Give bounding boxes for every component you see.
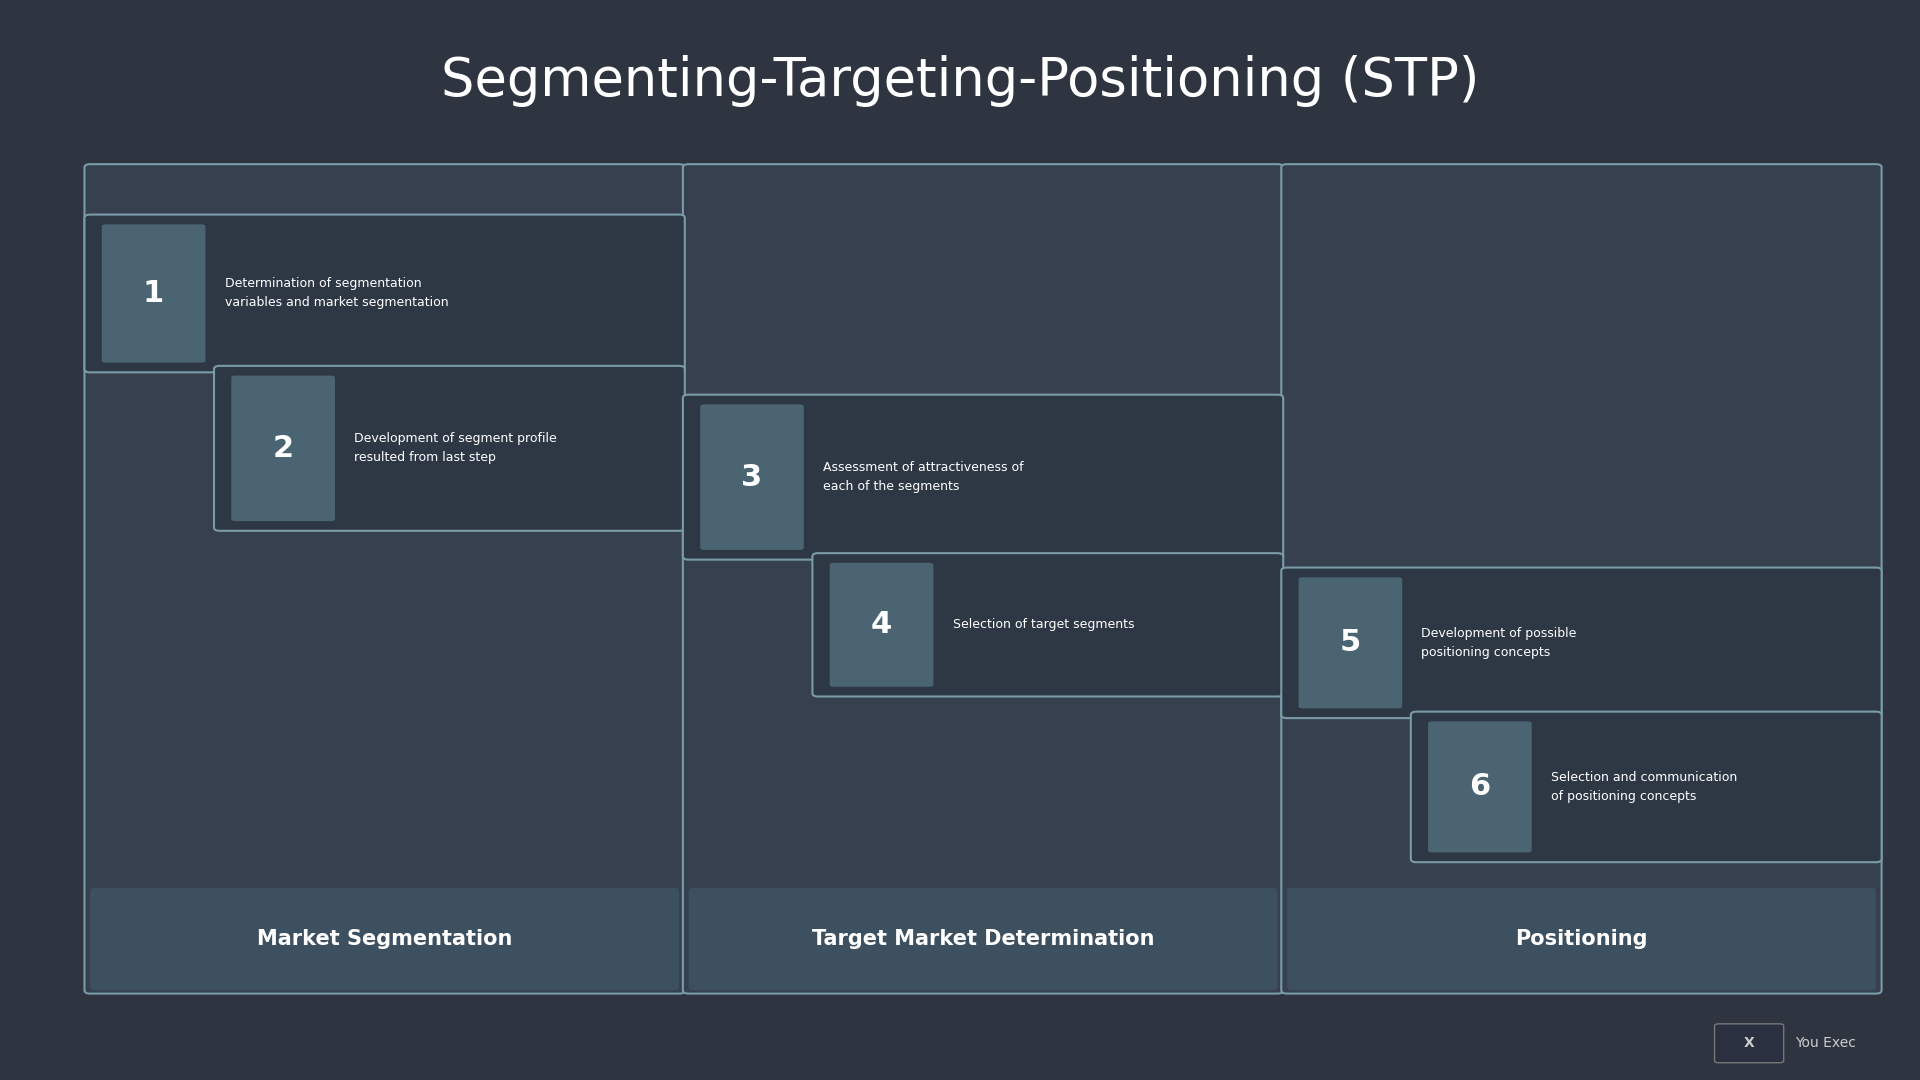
FancyBboxPatch shape — [829, 563, 933, 687]
FancyBboxPatch shape — [689, 888, 1277, 990]
FancyBboxPatch shape — [684, 394, 1283, 559]
Text: Assessment of attractiveness of
each of the segments: Assessment of attractiveness of each of … — [824, 461, 1023, 494]
FancyBboxPatch shape — [102, 225, 205, 363]
Text: Selection and communication
of positioning concepts: Selection and communication of positioni… — [1551, 771, 1738, 802]
FancyBboxPatch shape — [1281, 164, 1882, 994]
FancyBboxPatch shape — [1281, 568, 1882, 718]
Text: 2: 2 — [273, 434, 294, 463]
Text: 6: 6 — [1469, 772, 1490, 801]
Text: Market Segmentation: Market Segmentation — [257, 929, 513, 949]
Text: X: X — [1743, 1037, 1755, 1050]
FancyBboxPatch shape — [1715, 1024, 1784, 1063]
Text: 3: 3 — [741, 462, 762, 491]
FancyBboxPatch shape — [1298, 578, 1402, 708]
FancyBboxPatch shape — [84, 215, 685, 373]
Text: Development of segment profile
resulted from last step: Development of segment profile resulted … — [353, 432, 557, 464]
Text: 1: 1 — [142, 279, 165, 308]
FancyBboxPatch shape — [213, 366, 685, 530]
FancyBboxPatch shape — [230, 376, 334, 521]
Text: Selection of target segments: Selection of target segments — [952, 619, 1135, 632]
Text: Development of possible
positioning concepts: Development of possible positioning conc… — [1421, 626, 1576, 659]
FancyBboxPatch shape — [1411, 712, 1882, 862]
Text: Segmenting-Targeting-Positioning (STP): Segmenting-Targeting-Positioning (STP) — [442, 55, 1478, 107]
FancyBboxPatch shape — [84, 164, 685, 994]
Text: 4: 4 — [872, 610, 893, 639]
Text: Positioning: Positioning — [1515, 929, 1647, 949]
Text: Target Market Determination: Target Market Determination — [812, 929, 1154, 949]
FancyBboxPatch shape — [90, 888, 680, 990]
FancyBboxPatch shape — [812, 553, 1283, 697]
FancyBboxPatch shape — [684, 164, 1283, 994]
FancyBboxPatch shape — [701, 404, 804, 550]
Text: Determination of segmentation
variables and market segmentation: Determination of segmentation variables … — [225, 278, 447, 310]
FancyBboxPatch shape — [1428, 721, 1532, 852]
Text: 5: 5 — [1340, 629, 1361, 658]
FancyBboxPatch shape — [1286, 888, 1876, 990]
Text: You Exec: You Exec — [1795, 1037, 1857, 1050]
